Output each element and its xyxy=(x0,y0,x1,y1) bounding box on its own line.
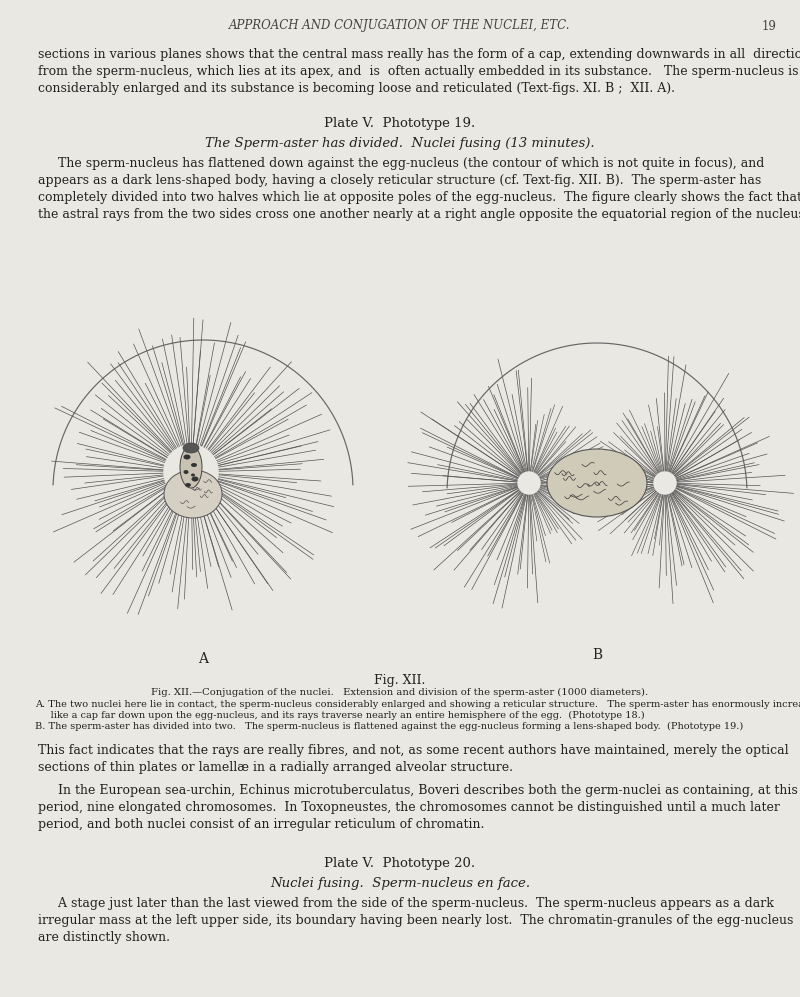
Ellipse shape xyxy=(164,470,222,518)
Text: A: A xyxy=(198,652,208,666)
Text: period, and both nuclei consist of an irregular reticulum of chromatin.: period, and both nuclei consist of an ir… xyxy=(38,818,484,831)
Ellipse shape xyxy=(183,455,190,460)
Text: sections in various planes shows that the central mass really has the form of a : sections in various planes shows that th… xyxy=(38,48,800,61)
Text: Fig. XII.: Fig. XII. xyxy=(374,674,426,687)
Text: B. The sperm-aster has divided into two.   The sperm-nucleus is flattened agains: B. The sperm-aster has divided into two.… xyxy=(35,722,743,731)
Text: the astral rays from the two sides cross one another nearly at a right angle opp: the astral rays from the two sides cross… xyxy=(38,208,800,221)
Ellipse shape xyxy=(183,443,199,453)
Text: irregular mass at the left upper side, its boundary having been nearly lost.  Th: irregular mass at the left upper side, i… xyxy=(38,914,794,927)
Text: The sperm-nucleus has flattened down against the egg-nucleus (the contour of whi: The sperm-nucleus has flattened down aga… xyxy=(38,157,764,170)
Text: appears as a dark lens-shaped body, having a closely reticular structure (cf. Te: appears as a dark lens-shaped body, havi… xyxy=(38,174,762,187)
Ellipse shape xyxy=(191,477,198,482)
Text: The Sperm-aster has divided.  Nuclei fusing (13 minutes).: The Sperm-aster has divided. Nuclei fusi… xyxy=(205,137,595,150)
Ellipse shape xyxy=(183,470,189,474)
Text: In the European sea-urchin, Echinus microtuberculatus, Boveri describes both the: In the European sea-urchin, Echinus micr… xyxy=(38,784,798,797)
Text: 19: 19 xyxy=(762,20,777,33)
Ellipse shape xyxy=(185,483,191,487)
Text: Plate V.  Phototype 20.: Plate V. Phototype 20. xyxy=(325,857,475,870)
Text: A stage just later than the last viewed from the side of the sperm-nucleus.  The: A stage just later than the last viewed … xyxy=(38,897,774,910)
Text: Fig. XII.—Conjugation of the nuclei.   Extension and division of the sperm-aster: Fig. XII.—Conjugation of the nuclei. Ext… xyxy=(151,688,649,697)
Text: This fact indicates that the rays are really fibres, and not, as some recent aut: This fact indicates that the rays are re… xyxy=(38,744,789,757)
Text: like a cap far down upon the egg-nucleus, and its rays traverse nearly an entire: like a cap far down upon the egg-nucleus… xyxy=(35,711,645,720)
Text: Plate V.  Phototype 19.: Plate V. Phototype 19. xyxy=(324,117,476,130)
Text: period, nine elongated chromosomes.  In Toxopneustes, the chromosomes cannot be : period, nine elongated chromosomes. In T… xyxy=(38,801,780,814)
Text: completely divided into two halves which lie at opposite poles of the egg-nucleu: completely divided into two halves which… xyxy=(38,191,800,204)
Text: Nuclei fusing.  Sperm-nucleus en face.: Nuclei fusing. Sperm-nucleus en face. xyxy=(270,877,530,890)
Text: are distinctly shown.: are distinctly shown. xyxy=(38,931,170,944)
Ellipse shape xyxy=(547,449,647,517)
Text: sections of thin plates or lamellæ in a radially arranged alveolar structure.: sections of thin plates or lamellæ in a … xyxy=(38,761,513,774)
Ellipse shape xyxy=(191,463,197,467)
Text: from the sperm-nucleus, which lies at its apex, and  is  often actually embedded: from the sperm-nucleus, which lies at it… xyxy=(38,65,798,78)
Text: B: B xyxy=(592,648,602,662)
Text: considerably enlarged and its substance is becoming loose and reticulated (Text-: considerably enlarged and its substance … xyxy=(38,82,675,95)
Text: A. The two nuclei here lie in contact, the sperm-nucleus considerably enlarged a: A. The two nuclei here lie in contact, t… xyxy=(35,700,800,709)
Text: APPROACH AND CONJUGATION OF THE NUCLEI, ETC.: APPROACH AND CONJUGATION OF THE NUCLEI, … xyxy=(230,20,570,33)
Ellipse shape xyxy=(191,474,195,477)
Ellipse shape xyxy=(180,446,202,488)
